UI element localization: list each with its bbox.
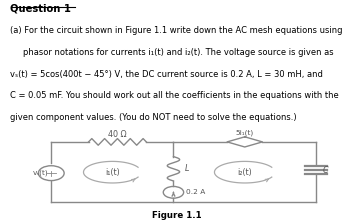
- Text: L: L: [184, 164, 189, 173]
- Text: Question 1: Question 1: [10, 4, 71, 14]
- Text: C: C: [322, 166, 328, 175]
- Text: Figure 1.1: Figure 1.1: [152, 211, 202, 220]
- Text: vₛ(t) = 5cos(400t − 45°) V, the DC current source is 0.2 A, L = 30 mH, and: vₛ(t) = 5cos(400t − 45°) V, the DC curre…: [10, 69, 323, 79]
- Text: 40 Ω: 40 Ω: [108, 130, 127, 139]
- Text: vₛ(t): vₛ(t): [33, 170, 49, 176]
- Text: i₂(t): i₂(t): [237, 168, 252, 177]
- Text: 0.2 A: 0.2 A: [186, 189, 205, 195]
- Text: given component values. (You do NOT need to solve the equations.): given component values. (You do NOT need…: [10, 113, 297, 122]
- Text: i₁(t): i₁(t): [105, 168, 120, 177]
- Text: phasor notations for currents i₁(t) and i₂(t). The voltage source is given as: phasor notations for currents i₁(t) and …: [23, 48, 333, 57]
- Text: (a) For the circuit shown in Figure 1.1 write down the AC mesh equations using: (a) For the circuit shown in Figure 1.1 …: [10, 26, 343, 35]
- Text: C = 0.05 mF. You should work out all the coefficients in the equations with the: C = 0.05 mF. You should work out all the…: [10, 91, 339, 100]
- Text: 5i₁(t): 5i₁(t): [236, 129, 254, 136]
